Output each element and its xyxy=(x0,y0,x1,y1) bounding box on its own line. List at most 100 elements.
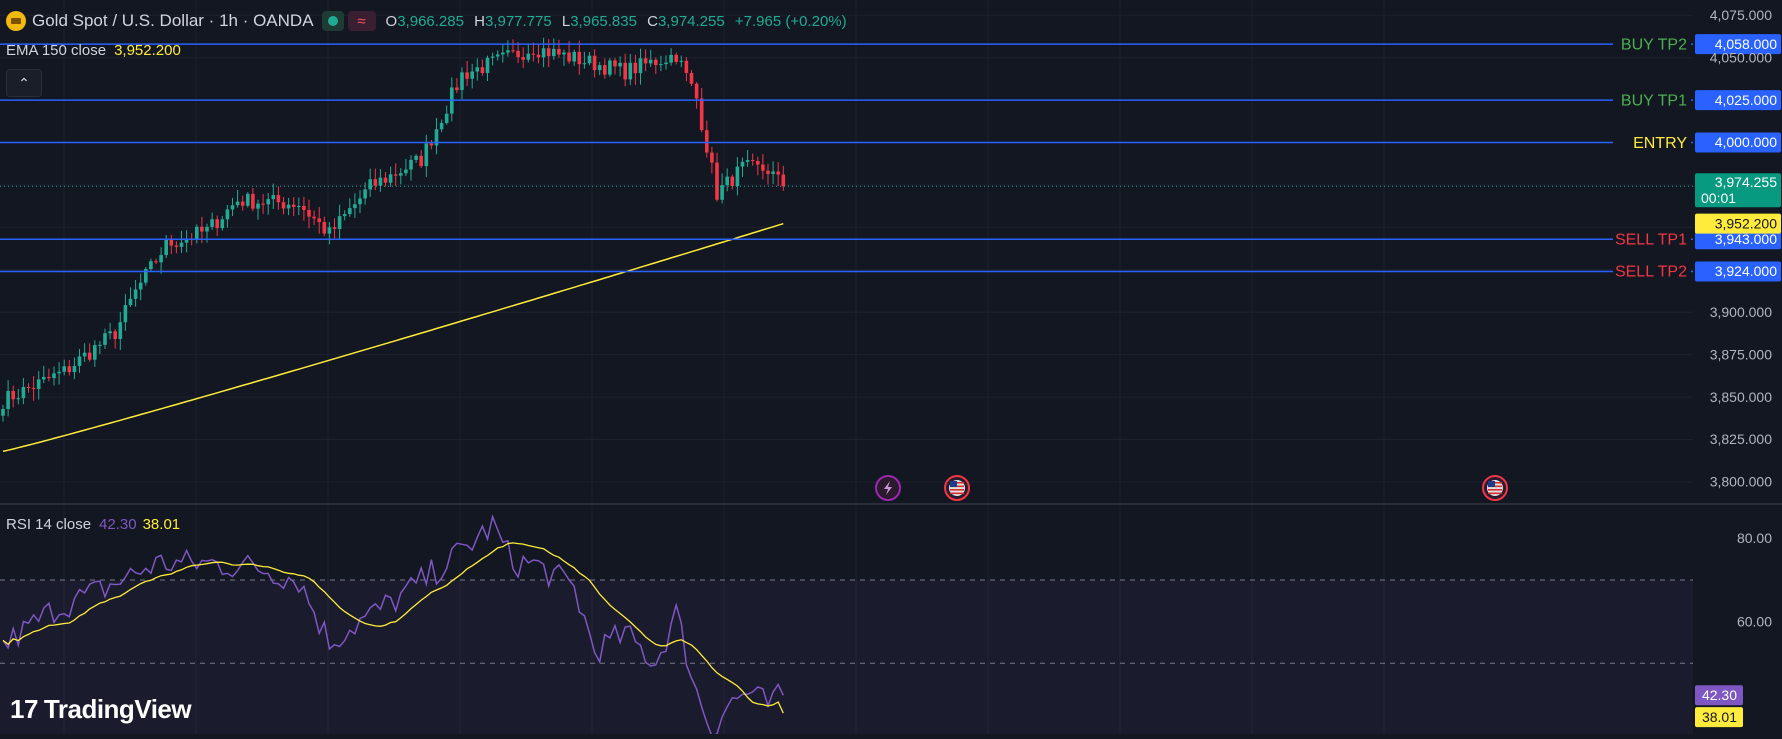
candle-body xyxy=(261,203,265,205)
level-name-label: ENTRY xyxy=(1633,135,1687,152)
candle-body xyxy=(184,238,189,243)
level-label-group xyxy=(1613,261,1691,282)
candle-body xyxy=(286,204,291,209)
candle-body xyxy=(638,58,643,74)
flag-canton xyxy=(950,481,957,487)
wave-icon[interactable]: ≈ xyxy=(347,11,376,31)
candle-body xyxy=(521,57,525,60)
candle-body xyxy=(399,173,403,176)
y-axis-tick-label: 3,900.000 xyxy=(1710,304,1772,320)
candle-body xyxy=(195,226,199,240)
candle-body xyxy=(215,219,219,229)
candle-body xyxy=(761,164,765,171)
candle-body xyxy=(419,155,423,167)
candle-body xyxy=(16,398,21,400)
close-value: 3,974.255 xyxy=(657,12,725,30)
candle-body xyxy=(720,185,724,200)
candle-body xyxy=(87,352,92,360)
candle-body xyxy=(745,159,750,162)
candle-body xyxy=(246,193,250,206)
candle-body xyxy=(281,202,286,209)
candle-body xyxy=(179,242,184,247)
candle-body xyxy=(562,52,566,55)
candle-body xyxy=(6,390,10,409)
low-label: L xyxy=(561,12,571,30)
candle-body xyxy=(750,159,755,161)
candle-body xyxy=(57,371,61,374)
candle-body xyxy=(603,65,607,75)
candle-body xyxy=(378,177,383,186)
level-label-group xyxy=(1613,132,1691,153)
candle-body xyxy=(291,204,296,208)
candle-body xyxy=(541,48,546,58)
candle-body xyxy=(235,201,240,206)
collapse-legend-button[interactable]: ⌃ xyxy=(6,69,42,97)
open-label: O xyxy=(385,12,398,30)
level-label-background xyxy=(1613,34,1691,55)
candle-body xyxy=(592,55,597,71)
y-axis-tick-label: 3,800.000 xyxy=(1710,474,1772,490)
candle-body xyxy=(679,60,684,62)
candle-body xyxy=(572,51,576,62)
rsi-line xyxy=(2,514,784,737)
rsi-axis-tick-label: 80.00 xyxy=(1737,530,1772,546)
ema-legend[interactable]: EMA 150 close 3,952.200 xyxy=(6,42,181,59)
candle-body xyxy=(225,209,230,220)
level-price-badge xyxy=(1695,229,1781,250)
candle-body xyxy=(444,113,449,123)
ema-price-badge xyxy=(1695,213,1781,234)
candle-body xyxy=(567,52,571,62)
y-axis-tick-label: 3,825.000 xyxy=(1710,431,1772,447)
candle-body xyxy=(460,72,464,91)
candle-body xyxy=(771,171,775,174)
rsi-legend-value: 42.30 xyxy=(99,516,137,533)
candle-body xyxy=(495,54,500,57)
candle-body xyxy=(506,50,510,53)
candle-body xyxy=(210,219,214,227)
candle-body xyxy=(587,55,592,64)
y-axis-tick-label: 3,875.000 xyxy=(1710,346,1772,362)
level-label-group xyxy=(1613,90,1691,111)
candle-body xyxy=(358,198,362,205)
level-name-label: SELL TP1 xyxy=(1615,231,1687,248)
level-label-background xyxy=(1613,90,1691,111)
candle-body xyxy=(169,238,174,246)
flag-canton xyxy=(1488,481,1495,487)
candle-body xyxy=(103,333,107,345)
symbol-title[interactable]: Gold Spot / U.S. Dollar · 1h · OANDA xyxy=(32,11,314,30)
candle-body xyxy=(628,62,633,80)
chevron-up-icon: ⌃ xyxy=(18,74,30,91)
symbol-legend[interactable]: Gold Spot / U.S. Dollar · 1h · OANDA ≈ O… xyxy=(6,10,847,32)
candle-body xyxy=(434,129,439,146)
low-value: 3,965.835 xyxy=(570,12,637,30)
level-label-background xyxy=(1613,229,1691,250)
candle-body xyxy=(271,195,276,200)
rsi-legend-label: RSI 14 close xyxy=(6,516,92,533)
us-flag-event-icon xyxy=(1482,475,1508,501)
candle-body xyxy=(618,62,622,67)
ema-price-label: 3,952.200 xyxy=(1715,215,1777,231)
candle-body xyxy=(388,174,393,183)
ohlc-values: O3,966.285 H3,977.775 L3,965.835 C3,974.… xyxy=(386,13,847,30)
candle-body xyxy=(322,222,327,234)
candle-body xyxy=(429,143,434,146)
candle-body xyxy=(266,199,270,205)
candle-body xyxy=(740,161,745,167)
market-open-dot-icon[interactable] xyxy=(321,11,344,31)
candle-body xyxy=(200,226,204,232)
ema-legend-value: 3,952.200 xyxy=(114,42,181,59)
tradingview-logo[interactable]: 17 TradingView xyxy=(10,694,192,724)
candle-body xyxy=(230,205,235,210)
candle-body xyxy=(480,67,485,74)
candle-body xyxy=(470,71,474,79)
candle-body xyxy=(138,282,143,290)
rsi-legend[interactable]: RSI 14 close 42.30 38.01 xyxy=(6,516,180,533)
candle-body xyxy=(149,261,153,270)
candle-body xyxy=(776,171,780,175)
candle-body xyxy=(21,386,26,399)
rsi-ma-value-label: 38.01 xyxy=(1702,709,1737,725)
level-price-badge xyxy=(1695,34,1781,55)
